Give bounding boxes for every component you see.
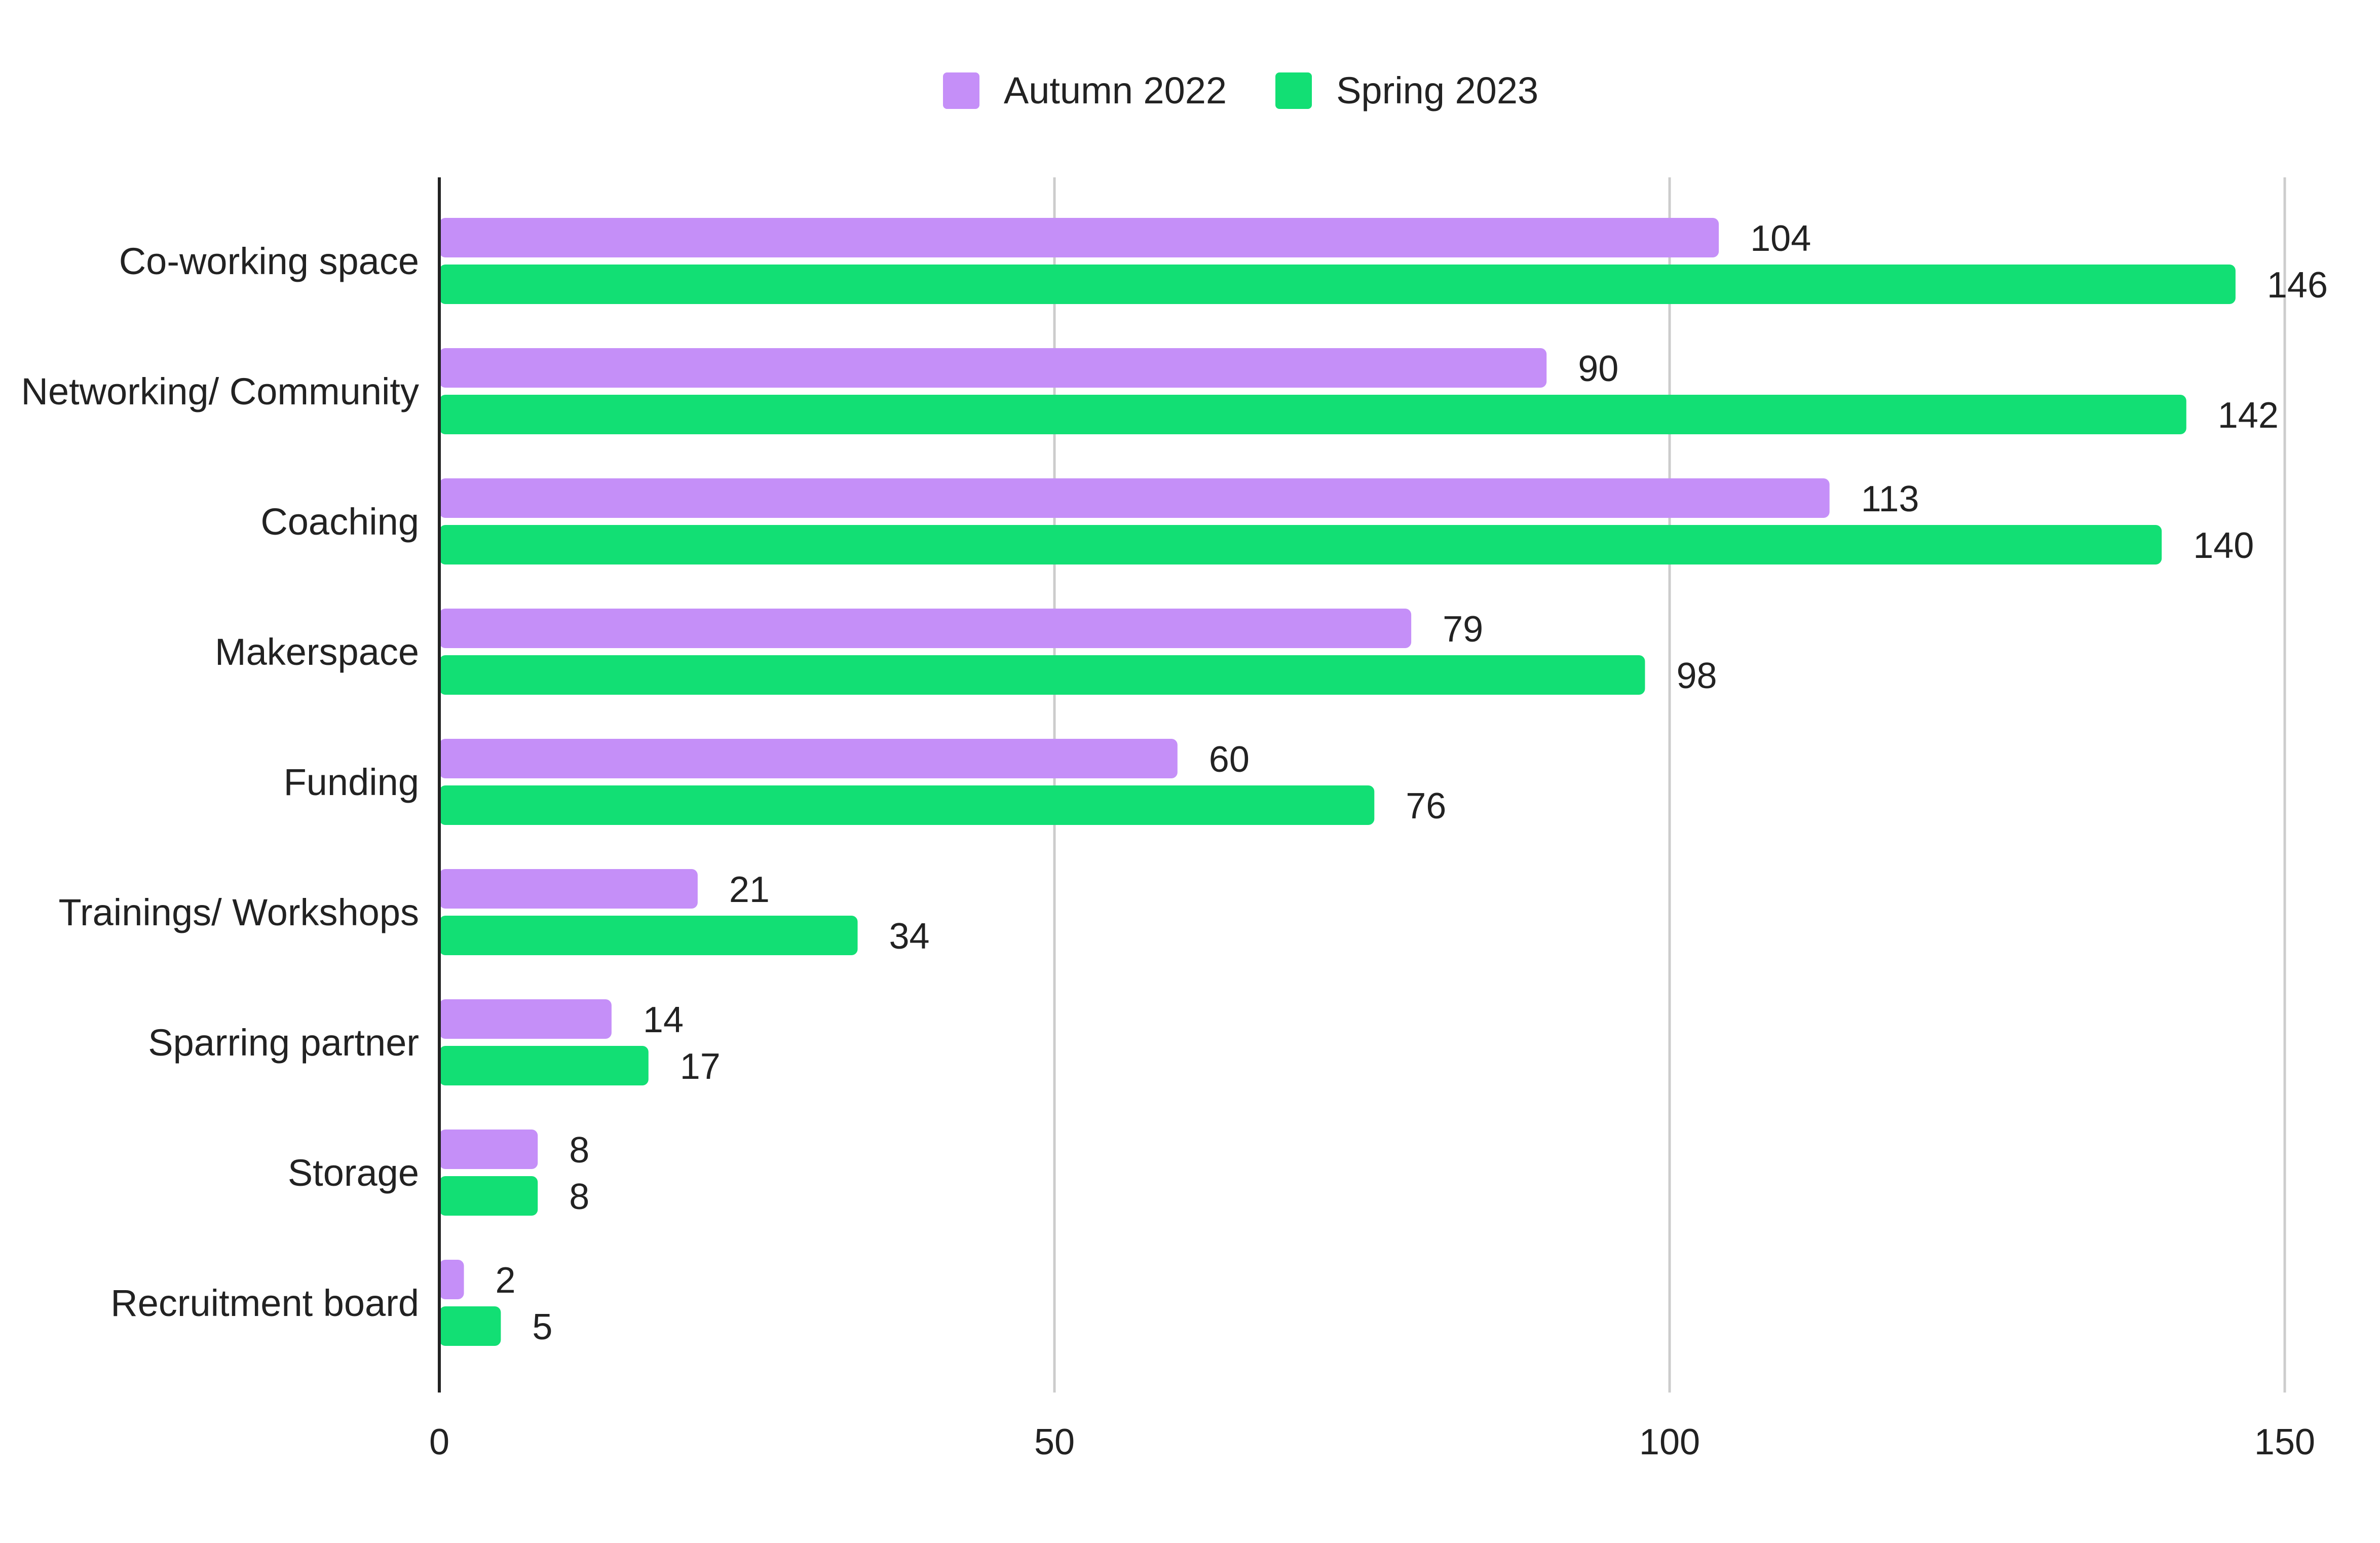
x-tick-label-0: 0 xyxy=(429,1422,449,1462)
x-tick-label-150: 150 xyxy=(2254,1422,2315,1462)
category-label-5: Trainings/ Workshops xyxy=(59,891,420,933)
value-label-5-series-0: 21 xyxy=(729,870,770,910)
legend-label-spring-2023: Spring 2023 xyxy=(1336,69,1539,111)
value-label-1-series-1: 142 xyxy=(2218,395,2279,436)
bars xyxy=(439,218,2236,1346)
x-tick-label-50: 50 xyxy=(1034,1422,1075,1462)
x-tick-label-100: 100 xyxy=(1639,1422,1700,1462)
bar-4-series-1[interactable] xyxy=(439,785,1375,825)
category-label-4: Funding xyxy=(284,761,419,803)
value-label-4-series-1: 76 xyxy=(1406,786,1446,826)
category-label-1: Networking/ Community xyxy=(21,370,419,412)
bar-5-series-0[interactable] xyxy=(439,869,698,909)
bar-5-series-1[interactable] xyxy=(439,916,858,955)
value-label-4-series-0: 60 xyxy=(1209,739,1250,780)
value-label-0-series-1: 146 xyxy=(2267,265,2328,306)
bar-1-series-1[interactable] xyxy=(439,395,2186,434)
bar-0-series-1[interactable] xyxy=(439,265,2236,304)
value-label-3-series-0: 79 xyxy=(1443,609,1483,650)
category-label-0: Co-working space xyxy=(119,240,419,282)
bar-2-series-1[interactable] xyxy=(439,525,2162,564)
bar-3-series-0[interactable] xyxy=(439,609,1412,648)
value-label-2-series-0: 113 xyxy=(1861,479,1919,519)
value-label-0-series-0: 104 xyxy=(1750,218,1811,259)
legend-label-autumn-2022: Autumn 2022 xyxy=(1003,69,1227,111)
bar-7-series-0[interactable] xyxy=(439,1130,538,1169)
category-label-6: Sparring partner xyxy=(148,1022,419,1064)
bar-8-series-1[interactable] xyxy=(439,1306,501,1346)
legend-swatch-autumn-2022 xyxy=(942,72,979,109)
bar-8-series-0[interactable] xyxy=(439,1260,464,1299)
bar-1-series-0[interactable] xyxy=(439,348,1547,388)
value-label-8-series-1: 5 xyxy=(532,1307,552,1347)
value-label-7-series-1: 8 xyxy=(569,1177,589,1217)
legend: Autumn 2022 Spring 2023 xyxy=(51,69,2380,112)
value-label-7-series-0: 8 xyxy=(569,1130,589,1171)
legend-swatch-spring-2023 xyxy=(1275,72,1312,109)
bar-7-series-1[interactable] xyxy=(439,1176,538,1216)
value-label-2-series-1: 140 xyxy=(2193,525,2254,566)
value-label-6-series-1: 17 xyxy=(680,1046,721,1087)
category-label-8: Recruitment board xyxy=(110,1282,419,1324)
bar-2-series-0[interactable] xyxy=(439,478,1830,518)
category-label-7: Storage xyxy=(288,1152,419,1194)
value-label-8-series-0: 2 xyxy=(496,1260,516,1301)
value-label-1-series-0: 90 xyxy=(1578,349,1618,389)
legend-item-spring-2023[interactable]: Spring 2023 xyxy=(1275,69,1538,112)
value-label-5-series-1: 34 xyxy=(889,916,930,957)
bar-0-series-0[interactable] xyxy=(439,218,1719,257)
bar-6-series-0[interactable] xyxy=(439,999,612,1039)
category-label-2: Coaching xyxy=(260,501,419,543)
value-label-3-series-1: 98 xyxy=(1676,656,1717,696)
value-label-6-series-0: 14 xyxy=(643,1000,684,1040)
legend-item-autumn-2022[interactable]: Autumn 2022 xyxy=(942,69,1227,112)
bar-3-series-1[interactable] xyxy=(439,655,1645,695)
bar-6-series-1[interactable] xyxy=(439,1046,649,1085)
bar-4-series-0[interactable] xyxy=(439,739,1178,778)
category-label-3: Makerspace xyxy=(215,631,419,673)
